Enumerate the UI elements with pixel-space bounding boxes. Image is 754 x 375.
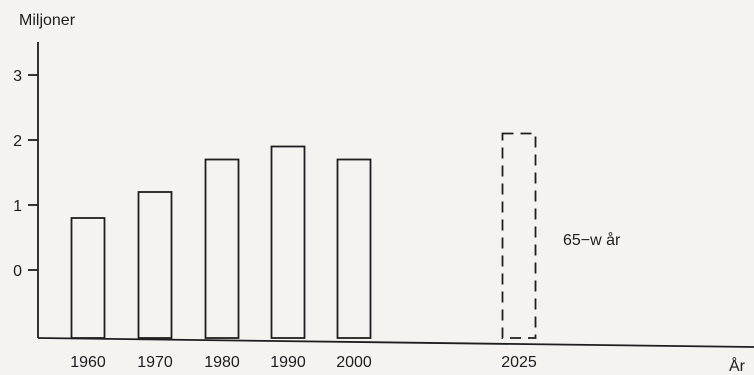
x-tick-label: 2000 [336, 354, 372, 371]
y-tick-label: 0 [13, 263, 22, 280]
axes [28, 42, 754, 348]
y-axis-label: Miljoner [19, 12, 76, 29]
bar [137, 191, 173, 339]
x-tick-label: 1970 [137, 354, 173, 371]
x-axis-line [37, 337, 754, 348]
y-tick-label: 2 [13, 133, 22, 150]
x-tick-label: 1980 [204, 354, 240, 371]
bar [270, 145, 306, 339]
bar [204, 158, 240, 339]
x-tick-label: 1960 [70, 354, 106, 371]
y-tick-label: 3 [13, 68, 22, 85]
labels: 0 1 2 3 Miljoner År 1960 1970 1980 1990 2000 2025 65… [13, 12, 746, 375]
annotation-label: 65−w år [563, 231, 621, 249]
x-tick-label: 2025 [501, 354, 537, 371]
bars [70, 132, 537, 339]
bar [70, 217, 106, 339]
x-axis-label: År [729, 356, 746, 375]
x-tick-label: 1990 [270, 354, 306, 371]
bar [336, 158, 372, 339]
y-tick-label: 1 [13, 198, 22, 215]
bar-projected [501, 132, 537, 339]
